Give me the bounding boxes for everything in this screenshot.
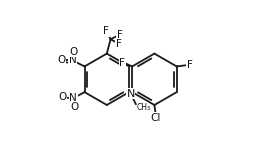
Text: F: F [120,58,125,68]
Text: N: N [126,89,135,99]
Text: O: O [70,102,78,112]
Text: F: F [103,26,109,36]
Text: O: O [58,92,67,102]
Text: F: F [187,60,193,70]
Text: O: O [58,55,66,65]
Text: F: F [116,39,122,49]
Text: O: O [69,47,78,57]
Text: N: N [69,55,76,65]
Text: Cl: Cl [151,113,161,123]
Text: N: N [69,93,77,103]
Text: F: F [117,30,123,40]
Text: CH₃: CH₃ [137,103,151,112]
